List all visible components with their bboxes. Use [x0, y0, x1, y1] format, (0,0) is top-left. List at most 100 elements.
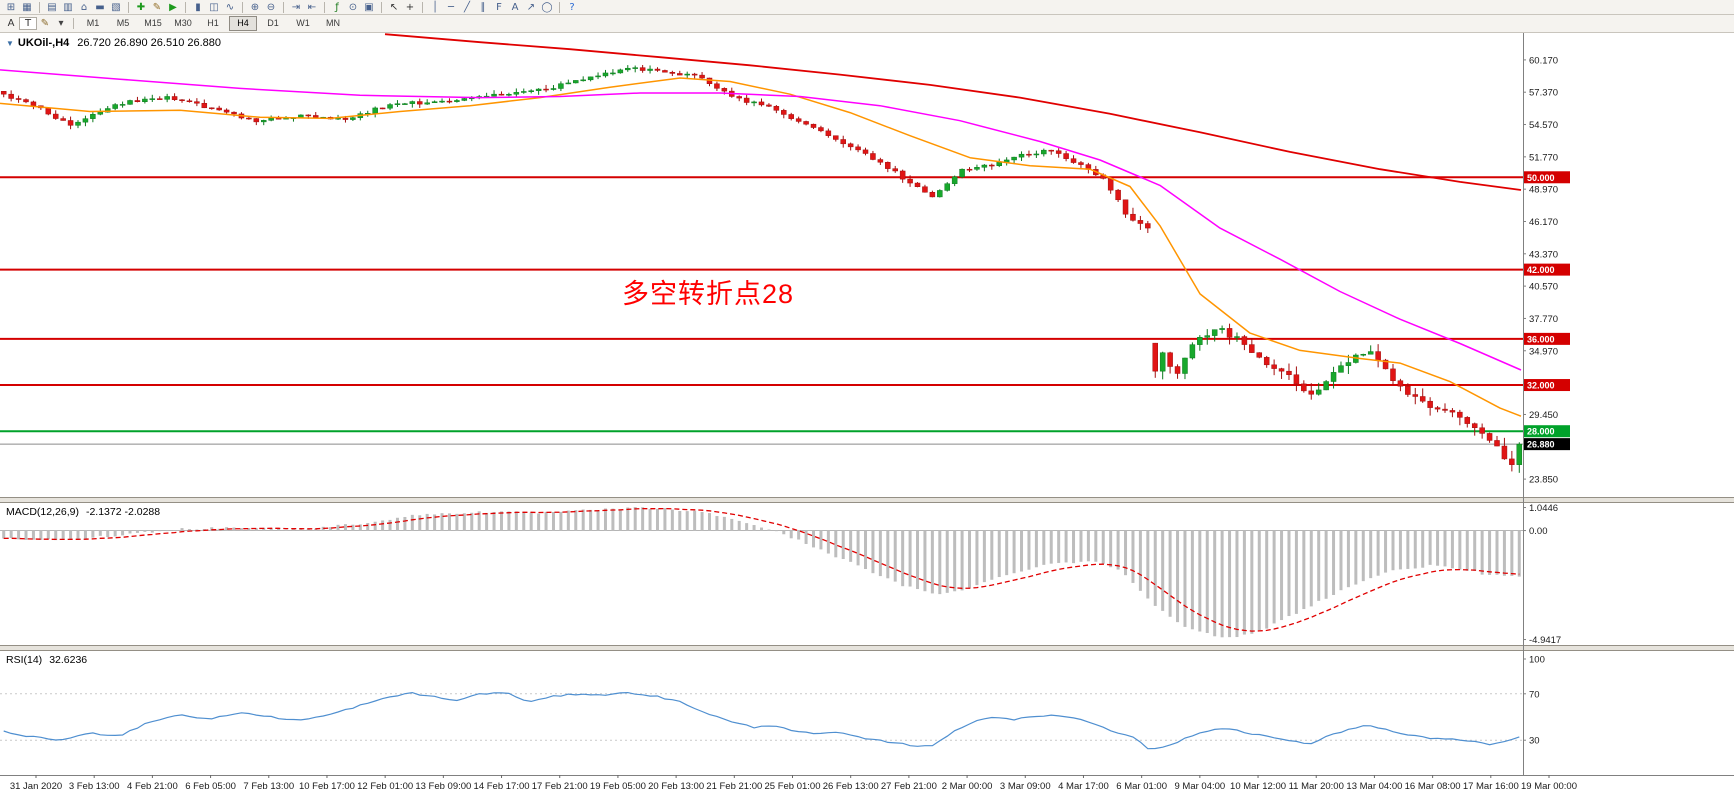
- macd-histogram-bar: [1376, 530, 1380, 576]
- candle-body: [260, 120, 267, 123]
- text-box-icon[interactable]: T: [19, 17, 37, 30]
- candle-body: [632, 67, 638, 69]
- candle-body: [201, 102, 208, 109]
- rsi-axis-label: 70: [1529, 689, 1540, 700]
- zoom-in-icon[interactable]: ⊕: [250, 1, 260, 13]
- price-axis-label: 37.770: [1529, 314, 1558, 325]
- autotrading-icon[interactable]: ▶: [169, 1, 177, 13]
- candle-body: [127, 100, 133, 105]
- macd-histogram-bar: [381, 520, 385, 531]
- period-button-m15[interactable]: M15: [144, 18, 162, 28]
- candle-body: [781, 110, 787, 115]
- time-axis-label: 13 Feb 09:00: [415, 781, 471, 792]
- macd-histogram-bar: [1391, 530, 1395, 571]
- macd-histogram-bar: [485, 512, 489, 531]
- vertical-line-icon[interactable]: │: [431, 1, 439, 13]
- text-label-icon[interactable]: A: [7, 18, 15, 29]
- macd-histogram-bar: [388, 519, 392, 531]
- new-order-icon[interactable]: ✚: [136, 1, 146, 13]
- period-button-m1[interactable]: M1: [86, 18, 100, 28]
- macd-histogram-bar: [46, 530, 50, 540]
- candle-body: [721, 88, 728, 92]
- terminal-icon[interactable]: ▬: [95, 1, 105, 13]
- period-button-h1[interactable]: H1: [207, 18, 219, 28]
- candle-body: [1011, 156, 1017, 161]
- draw-style-icon[interactable]: ✎: [40, 18, 50, 29]
- time-axis-label: 19 Feb 05:00: [590, 781, 646, 792]
- period-button-mn[interactable]: MN: [326, 18, 340, 28]
- auto-scroll-icon[interactable]: ⇥: [291, 1, 301, 13]
- data-window-icon[interactable]: ▥: [63, 1, 73, 13]
- period-button-h4[interactable]: H4: [229, 16, 257, 31]
- bar-chart-icon[interactable]: ▮: [195, 1, 201, 13]
- candle-body: [1382, 359, 1389, 370]
- time-axis-label: 9 Mar 04:00: [1174, 781, 1225, 792]
- candle-body: [981, 164, 988, 168]
- candlestick-chart-icon[interactable]: ◫: [209, 1, 219, 13]
- macd-histogram-bar: [314, 528, 318, 531]
- chart-shift-icon[interactable]: ⇤: [307, 1, 317, 13]
- macd-histogram-bar: [864, 530, 868, 570]
- fibonacci-icon[interactable]: F: [496, 1, 502, 13]
- cursor-icon[interactable]: ↖: [389, 1, 399, 13]
- new-chart-icon[interactable]: ⊞: [6, 1, 16, 13]
- time-axis[interactable]: 31 Jan 2020 3 Feb 13:00 4 Feb 21:00 6 Feb 0…: [0, 775, 1734, 792]
- macd-histogram-bar: [366, 522, 370, 531]
- time-axis-label: 13 Mar 04:00: [1346, 781, 1402, 792]
- trendline-icon[interactable]: ╱: [463, 1, 471, 13]
- price-axis[interactable]: 60.170 57.370 54.570 51.770 48.970 46.170 43.3…: [1523, 55, 1570, 486]
- dropdown-arrow-icon[interactable]: ▾: [58, 18, 64, 29]
- macd-histogram-bar: [31, 530, 35, 540]
- macd-histogram-bar: [225, 527, 229, 531]
- macd-histogram-bar: [893, 530, 897, 582]
- macd-histogram-bar: [106, 530, 110, 538]
- help-icon[interactable]: ?: [569, 1, 575, 13]
- panel-separator[interactable]: [0, 497, 1734, 503]
- candle-body: [907, 178, 913, 184]
- crosshair-icon[interactable]: +: [405, 1, 415, 13]
- macd-histogram-bar: [150, 530, 154, 533]
- navigator-icon[interactable]: ⌂: [80, 1, 88, 13]
- time-axis-label: 3 Feb 13:00: [69, 781, 120, 792]
- period-button-m30[interactable]: M30: [174, 18, 192, 28]
- period-button-d1[interactable]: D1: [267, 18, 279, 28]
- templates-icon[interactable]: ▣: [364, 1, 374, 13]
- channel-icon[interactable]: ∥: [480, 1, 486, 13]
- candle-body: [1479, 427, 1485, 434]
- toolbar-separator: [39, 1, 40, 13]
- arrows-icon[interactable]: ↗: [526, 1, 536, 13]
- zoom-out-icon[interactable]: ⊖: [266, 1, 276, 13]
- macd-histogram-bar: [1443, 530, 1447, 567]
- candle-body: [1145, 223, 1151, 229]
- market-watch-icon[interactable]: ▤: [47, 1, 57, 13]
- text-icon[interactable]: A: [511, 1, 519, 13]
- macd-histogram-bar: [358, 524, 362, 531]
- candle-body: [847, 143, 854, 148]
- period-button-w1[interactable]: W1: [296, 18, 310, 28]
- strategy-tester-icon[interactable]: ▧: [111, 1, 121, 13]
- time-axis-label: 10 Feb 17:00: [299, 781, 355, 792]
- horizontal-line-icon[interactable]: ─: [447, 1, 455, 13]
- candle-body: [194, 101, 200, 104]
- macd-histogram-bar: [210, 527, 214, 531]
- macd-histogram-bar: [410, 514, 414, 531]
- shapes-icon[interactable]: ◯: [541, 1, 553, 13]
- period-button-m5[interactable]: M5: [116, 18, 130, 28]
- periods-icon[interactable]: ⊙: [348, 1, 358, 13]
- profiles-icon[interactable]: ▦: [22, 1, 32, 13]
- line-chart-icon[interactable]: ∿: [225, 1, 235, 13]
- indicators-icon[interactable]: ƒ: [335, 1, 339, 13]
- candle-body: [1204, 335, 1211, 338]
- price-axis-label: 40.570: [1529, 282, 1558, 293]
- panel-separator[interactable]: [0, 645, 1734, 651]
- candle-body: [156, 98, 163, 100]
- chart-canvas[interactable]: 60.170 57.370 54.570 51.770 48.970 46.170 43.3…: [0, 33, 1734, 797]
- metaeditor-icon[interactable]: ✎: [152, 1, 162, 13]
- horizontal-lines[interactable]: [0, 176, 1523, 445]
- macd-histogram-bar: [1116, 530, 1120, 570]
- toolbar-separator: [422, 1, 423, 13]
- candle-body: [840, 139, 846, 145]
- candle-body: [699, 74, 705, 79]
- macd-histogram-bar: [269, 528, 273, 531]
- candle-body: [15, 98, 22, 100]
